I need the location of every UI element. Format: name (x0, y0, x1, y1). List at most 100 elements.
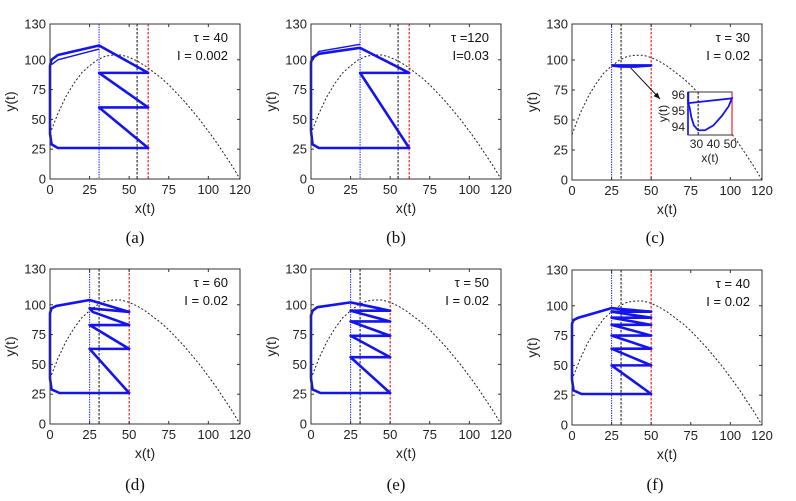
x-tick-label: 100 (197, 182, 219, 197)
y-tick-label: 25 (554, 388, 568, 403)
nullcline-curve (310, 54, 502, 180)
inset-trajectory-line (687, 92, 734, 132)
axes-box (571, 269, 763, 426)
trajectory-line (611, 64, 653, 68)
subplot-label: (b) (386, 228, 406, 247)
y-tick-label: 75 (32, 327, 46, 342)
tau-annotation: τ = 40 (716, 276, 750, 291)
current-annotation: I = 0.02 (445, 293, 489, 308)
y-tick-label: 75 (554, 83, 568, 98)
nullcline-curve (49, 299, 241, 425)
x-tick-label: 75 (423, 427, 437, 442)
subplot-e: 0 25 50 75 100 120 0 25 50 75 100 130 x(t) y(t) τ = 50… (263, 262, 512, 495)
zoom-arrow (630, 67, 661, 100)
trajectory-secondary-line (312, 43, 361, 61)
x-tick-label: 0 (307, 182, 314, 197)
y-tick-label: 50 (32, 357, 46, 372)
x-tick-label: 120 (490, 427, 512, 442)
x-tick-label: 120 (229, 182, 251, 197)
y-axis-label: y(t) (524, 92, 540, 112)
inset-y-axis-label: y(t) (656, 105, 670, 122)
subplot-f: 0 25 50 75 100 120 0 25 50 75 100 130 x(t) y(t) τ = 40… (524, 263, 773, 495)
x-tick-label: 0 (568, 183, 575, 198)
y-axis-label: y(t) (263, 91, 279, 111)
x-axis-label: x(t) (657, 201, 677, 217)
x-tick-label: 75 (684, 183, 698, 198)
current-annotation: I=0.03 (452, 48, 489, 63)
y-tick-label: 75 (293, 327, 307, 342)
trajectory-line (309, 301, 392, 395)
x-tick-label: 0 (307, 427, 314, 442)
inset-x-axis-label: x(t) (701, 151, 718, 165)
x-tick-label: 75 (162, 182, 176, 197)
x-tick-label: 120 (751, 428, 773, 443)
x-axis-label: x(t) (396, 445, 416, 461)
inset-y-tick-label: 96 (672, 88, 686, 102)
x-tick-label: 120 (751, 183, 773, 198)
y-tick-label: 100 (546, 298, 568, 313)
subplot-label: (a) (126, 228, 145, 247)
y-tick-label: 100 (285, 52, 307, 67)
x-tick-label: 75 (684, 428, 698, 443)
y-tick-label: 130 (546, 17, 568, 32)
subplot-a: 0 25 50 75 100 120 0 25 50 75 100 130 x(t) y(t) τ = 40… (2, 17, 251, 248)
subplot-label: (e) (387, 475, 406, 494)
x-axis-label: x(t) (657, 446, 677, 462)
x-tick-label: 120 (490, 182, 512, 197)
y-tick-label: 75 (554, 328, 568, 343)
x-tick-label: 0 (46, 182, 53, 197)
x-tick-label: 50 (383, 182, 397, 197)
x-tick-label: 75 (423, 182, 437, 197)
current-annotation: I = 0.02 (706, 48, 750, 63)
y-tick-label: 100 (546, 53, 568, 68)
inset-y-tick-label: 94 (672, 120, 686, 134)
axes-box (310, 23, 502, 180)
y-axis-label: y(t) (2, 336, 18, 356)
x-tick-label: 25 (343, 427, 357, 442)
y-tick-label: 50 (554, 113, 568, 128)
subplot-c: 0 25 50 75 100 120 0 25 50 75 100 130 x(t) y(t) τ = 30… (524, 17, 773, 248)
y-tick-label: 50 (293, 112, 307, 127)
y-tick-label: 50 (293, 357, 307, 372)
axes-box (49, 268, 241, 425)
tau-annotation: τ = 60 (194, 275, 228, 290)
x-axis-label: x(t) (396, 200, 416, 216)
tau-annotation: τ = 50 (455, 275, 489, 290)
axes-box (49, 23, 241, 180)
y-tick-label: 75 (32, 82, 46, 97)
x-tick-label: 50 (644, 183, 658, 198)
trajectory-secondary-line (51, 48, 100, 66)
x-tick-label: 120 (229, 427, 251, 442)
x-tick-label: 100 (458, 182, 480, 197)
x-tick-label: 50 (122, 182, 136, 197)
x-tick-label: 25 (604, 183, 618, 198)
nullcline-curve (310, 299, 502, 425)
y-tick-label: 130 (285, 17, 307, 32)
x-tick-label: 100 (719, 428, 741, 443)
x-tick-label: 25 (343, 182, 357, 197)
nullcline-curve (571, 300, 763, 426)
y-tick-label: 0 (39, 417, 46, 432)
current-annotation: I = 0.02 (706, 294, 750, 309)
x-tick-label: 100 (719, 183, 741, 198)
y-tick-label: 100 (24, 297, 46, 312)
subplot-label: (d) (125, 475, 145, 494)
x-tick-label: 25 (604, 428, 618, 443)
nullcline-curve (49, 54, 241, 180)
subplot-b: 0 25 50 75 100 120 0 25 50 75 100 130 x(t) y(t) τ =120… (263, 17, 512, 248)
y-tick-label: 50 (32, 112, 46, 127)
y-tick-label: 130 (24, 17, 46, 32)
y-tick-label: 75 (293, 82, 307, 97)
subplot-label: (c) (646, 228, 665, 247)
subplot-label: (f) (647, 475, 664, 494)
inset-x-tick-label: 40 (707, 137, 721, 151)
inset-x-tick-label: 50 (724, 137, 738, 151)
y-tick-label: 130 (24, 262, 46, 277)
y-tick-label: 0 (300, 172, 307, 187)
y-axis-label: y(t) (2, 91, 18, 111)
x-tick-label: 100 (197, 427, 219, 442)
tau-annotation: τ =120 (451, 30, 489, 45)
y-tick-label: 50 (554, 358, 568, 373)
y-tick-label: 25 (293, 387, 307, 402)
y-tick-label: 0 (39, 172, 46, 187)
